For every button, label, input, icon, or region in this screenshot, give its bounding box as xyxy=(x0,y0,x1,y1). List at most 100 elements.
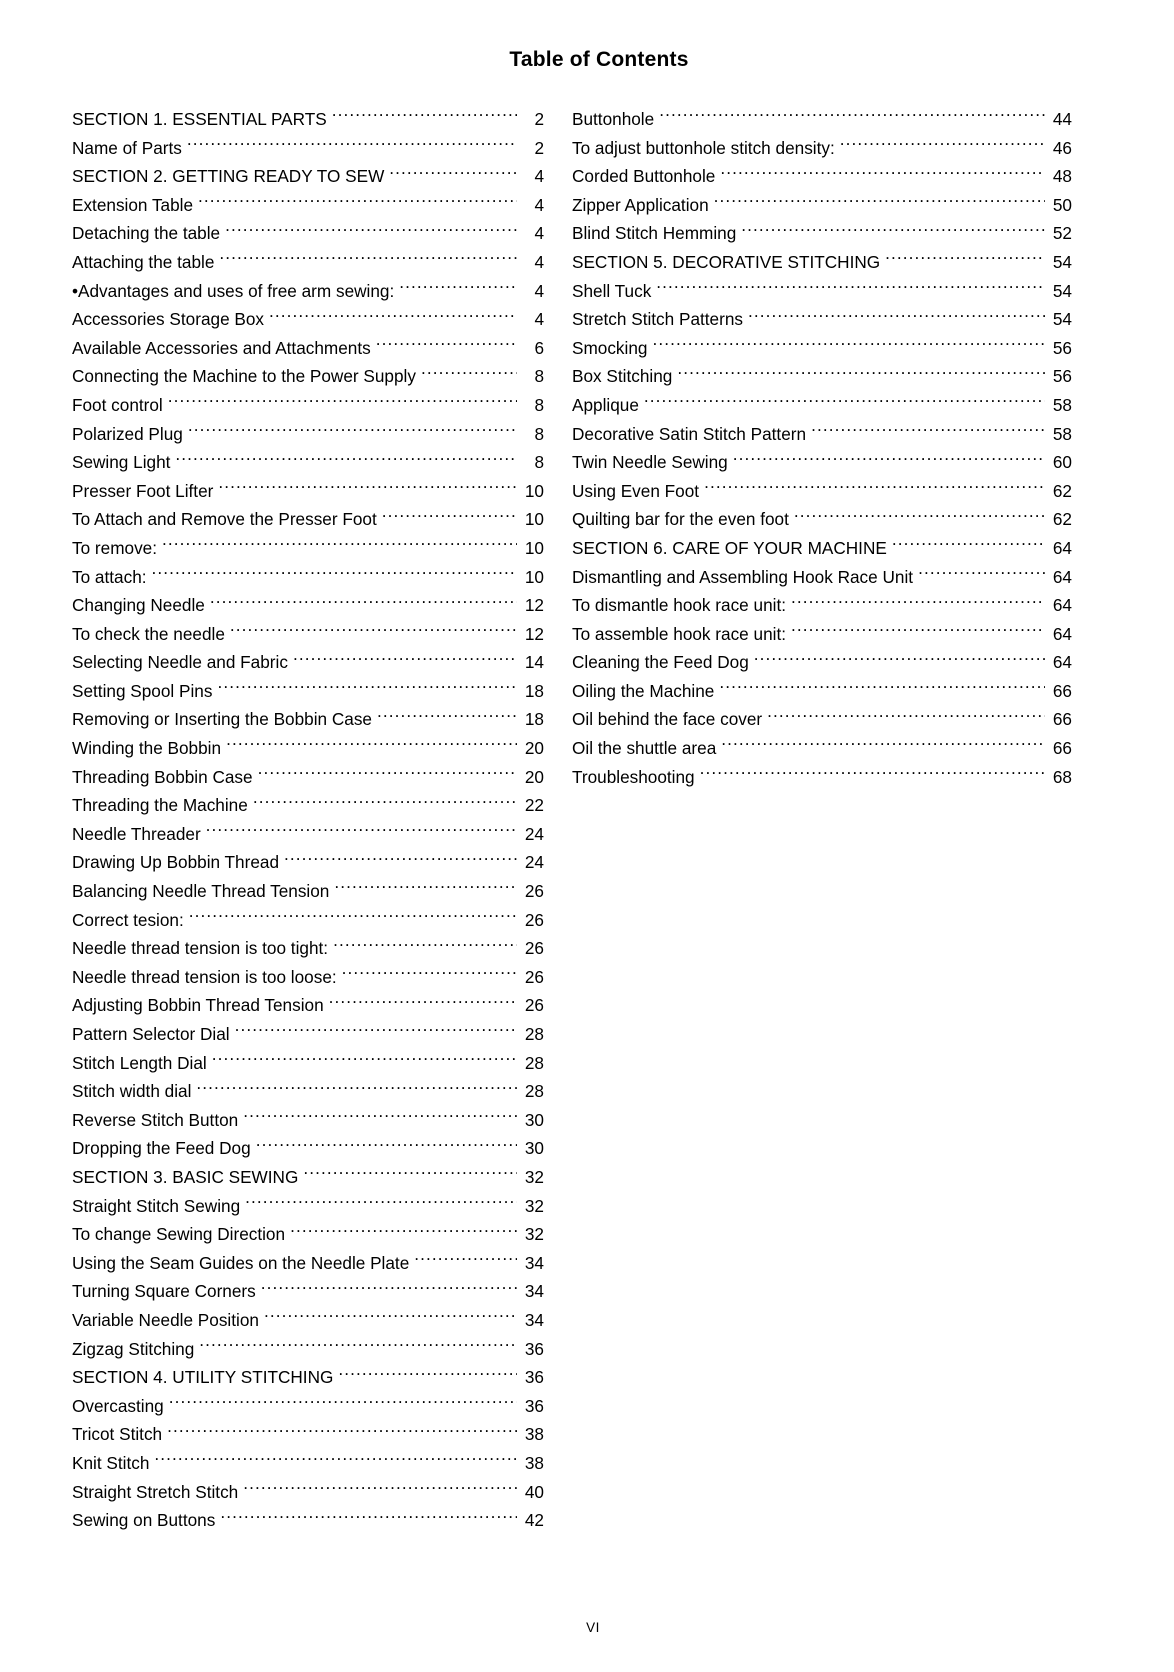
toc-entry[interactable]: Changing Needle 12 xyxy=(72,591,544,620)
toc-entry-page-number: 64 xyxy=(1052,566,1072,587)
toc-entry[interactable]: Shell Tuck 54 xyxy=(572,277,1072,306)
toc-entry[interactable]: Removing or Inserting the Bobbin Case 18 xyxy=(72,705,544,734)
toc-entry-title: Shell Tuck xyxy=(572,280,652,301)
toc-entry[interactable]: To Attach and Remove the Presser Foot 10 xyxy=(72,505,544,534)
toc-entry[interactable]: Knit Stitch 38 xyxy=(72,1449,544,1478)
toc-entry[interactable]: SECTION 2. GETTING READY TO SEW 4 xyxy=(72,162,544,191)
toc-entry[interactable]: Presser Foot Lifter 10 xyxy=(72,477,544,506)
toc-entry[interactable]: Needle thread tension is too loose: 26 xyxy=(72,963,544,992)
toc-entry[interactable]: Setting Spool Pins 18 xyxy=(72,677,544,706)
toc-entry-title: Oil behind the face cover xyxy=(572,709,763,730)
toc-entry[interactable]: To remove: 10 xyxy=(72,534,544,563)
toc-entry[interactable]: Overcasting 36 xyxy=(72,1392,544,1421)
toc-entry-leader-dots xyxy=(168,394,517,411)
toc-entry[interactable]: Dropping the Feed Dog 30 xyxy=(72,1134,544,1163)
toc-entry[interactable]: Straight Stitch Sewing 32 xyxy=(72,1192,544,1221)
toc-entry[interactable]: Balancing Needle Thread Tension 26 xyxy=(72,877,544,906)
toc-entry[interactable]: Box Stitching 56 xyxy=(572,362,1072,391)
toc-entry[interactable]: Pattern Selector Dial 28 xyxy=(72,1020,544,1049)
toc-entry[interactable]: To attach: 10 xyxy=(72,563,544,592)
toc-entry-title: Corded Buttonhole xyxy=(572,166,716,187)
toc-entry[interactable]: Connecting the Machine to the Power Supp… xyxy=(72,362,544,391)
toc-entry[interactable]: Accessories Storage Box 4 xyxy=(72,305,544,334)
toc-entry[interactable]: Dismantling and Assembling Hook Race Uni… xyxy=(572,563,1072,592)
toc-entry[interactable]: Polarized Plug 8 xyxy=(72,420,544,449)
toc-entry-title: To assemble hook race unit: xyxy=(572,623,787,644)
toc-entry[interactable]: Blind Stitch Hemming 52 xyxy=(572,219,1072,248)
toc-entry[interactable]: Attaching the table 4 xyxy=(72,248,544,277)
toc-entry-leader-dots xyxy=(218,480,517,497)
toc-entry-page-number: 14 xyxy=(524,652,544,673)
toc-entry-page-number: 10 xyxy=(524,537,544,558)
toc-entry-title: Overcasting xyxy=(72,1395,164,1416)
toc-entry[interactable]: To adjust buttonhole stitch density: 46 xyxy=(572,134,1072,163)
toc-entry[interactable]: Using Even Foot 62 xyxy=(572,477,1072,506)
toc-entry-page-number: 6 xyxy=(534,337,544,358)
toc-entry-title: Applique xyxy=(572,394,639,415)
toc-entry[interactable]: Detaching the table 4 xyxy=(72,219,544,248)
toc-entry[interactable]: Reverse Stitch Button 30 xyxy=(72,1106,544,1135)
toc-entry[interactable]: To dismantle hook race unit: 64 xyxy=(572,591,1072,620)
toc-entry[interactable]: SECTION 5. DECORATIVE STITCHING 54 xyxy=(572,248,1072,277)
toc-entry[interactable]: Zigzag Stitching 36 xyxy=(72,1335,544,1364)
toc-entry[interactable]: Correct tesion: 26 xyxy=(72,906,544,935)
toc-entry[interactable]: Threading Bobbin Case 20 xyxy=(72,763,544,792)
toc-entry[interactable]: SECTION 6. CARE OF YOUR MACHINE 64 xyxy=(572,534,1072,563)
toc-entry[interactable]: Sewing on Buttons 42 xyxy=(72,1506,544,1535)
toc-entry[interactable]: Threading the Machine 22 xyxy=(72,791,544,820)
toc-entry[interactable]: Adjusting Bobbin Thread Tension 26 xyxy=(72,991,544,1020)
toc-entry[interactable]: Buttonhole 44 xyxy=(572,105,1072,134)
toc-entry[interactable]: Selecting Needle and Fabric 14 xyxy=(72,648,544,677)
toc-entry[interactable]: To assemble hook race unit: 64 xyxy=(572,620,1072,649)
toc-entry[interactable]: Sewing Light 8 xyxy=(72,448,544,477)
toc-entry[interactable]: SECTION 3. BASIC SEWING 32 xyxy=(72,1163,544,1192)
toc-entry-page-number: 54 xyxy=(1052,251,1072,272)
toc-entry[interactable]: Available Accessories and Attachments 6 xyxy=(72,334,544,363)
toc-entry[interactable]: Oil the shuttle area 66 xyxy=(572,734,1072,763)
toc-entry-title: Removing or Inserting the Bobbin Case xyxy=(72,709,372,730)
toc-entry-title: SECTION 2. GETTING READY TO SEW xyxy=(72,166,385,187)
toc-entry-title: Balancing Needle Thread Tension xyxy=(72,881,330,902)
toc-entry-title: Tricot Stitch xyxy=(72,1424,163,1445)
toc-entry-title: To adjust buttonhole stitch density: xyxy=(572,137,835,158)
toc-entry-page-number: 4 xyxy=(534,223,544,244)
toc-entry-leader-dots xyxy=(791,623,1045,640)
toc-entry[interactable]: Stitch Length Dial 28 xyxy=(72,1049,544,1078)
toc-entry[interactable]: SECTION 4. UTILITY STITCHING 36 xyxy=(72,1363,544,1392)
toc-entry[interactable]: Smocking 56 xyxy=(572,334,1072,363)
toc-entry[interactable]: Variable Needle Position 34 xyxy=(72,1306,544,1335)
toc-entry[interactable]: Winding the Bobbin 20 xyxy=(72,734,544,763)
toc-entry[interactable]: Oil behind the face cover 66 xyxy=(572,705,1072,734)
toc-entry[interactable]: Decorative Satin Stitch Pattern 58 xyxy=(572,420,1072,449)
toc-entry[interactable]: Stretch Stitch Patterns 54 xyxy=(572,305,1072,334)
toc-entry[interactable]: Twin Needle Sewing 60 xyxy=(572,448,1072,477)
toc-entry[interactable]: Needle thread tension is too tight: 26 xyxy=(72,934,544,963)
toc-entry-leader-dots xyxy=(714,194,1045,211)
toc-entry[interactable]: Stitch width dial 28 xyxy=(72,1077,544,1106)
toc-entry[interactable]: Extension Table 4 xyxy=(72,191,544,220)
toc-entry[interactable]: Corded Buttonhole 48 xyxy=(572,162,1072,191)
toc-entry[interactable]: SECTION 1. ESSENTIAL PARTS 2 xyxy=(72,105,544,134)
toc-entry-leader-dots xyxy=(217,680,517,697)
toc-entry-page-number: 34 xyxy=(524,1309,544,1330)
toc-entry[interactable]: Straight Stretch Stitch 40 xyxy=(72,1478,544,1507)
toc-entry[interactable]: •Advantages and uses of free arm sewing:… xyxy=(72,277,544,306)
toc-entry[interactable]: Quilting bar for the even foot 62 xyxy=(572,505,1072,534)
toc-entry[interactable]: Foot control 8 xyxy=(72,391,544,420)
toc-entry[interactable]: Troubleshooting 68 xyxy=(572,763,1072,792)
toc-entry[interactable]: Drawing Up Bobbin Thread 24 xyxy=(72,848,544,877)
toc-entry-title: Sewing on Buttons xyxy=(72,1510,216,1531)
toc-entry[interactable]: Turning Square Corners 34 xyxy=(72,1277,544,1306)
toc-entry[interactable]: To change Sewing Direction 32 xyxy=(72,1220,544,1249)
toc-entry[interactable]: To check the needle 12 xyxy=(72,620,544,649)
toc-entry[interactable]: Using the Seam Guides on the Needle Plat… xyxy=(72,1249,544,1278)
toc-entry[interactable]: Zipper Application 50 xyxy=(572,191,1072,220)
toc-entry[interactable]: Name of Parts 2 xyxy=(72,134,544,163)
toc-entry[interactable]: Needle Threader 24 xyxy=(72,820,544,849)
toc-entry[interactable]: Oiling the Machine 66 xyxy=(572,677,1072,706)
toc-entry[interactable]: Tricot Stitch 38 xyxy=(72,1420,544,1449)
toc-left-column: SECTION 1. ESSENTIAL PARTS2Name of Parts… xyxy=(72,105,544,1535)
toc-entry[interactable]: Cleaning the Feed Dog 64 xyxy=(572,648,1072,677)
toc-entry-page-number: 8 xyxy=(534,394,544,415)
toc-entry[interactable]: Applique 58 xyxy=(572,391,1072,420)
